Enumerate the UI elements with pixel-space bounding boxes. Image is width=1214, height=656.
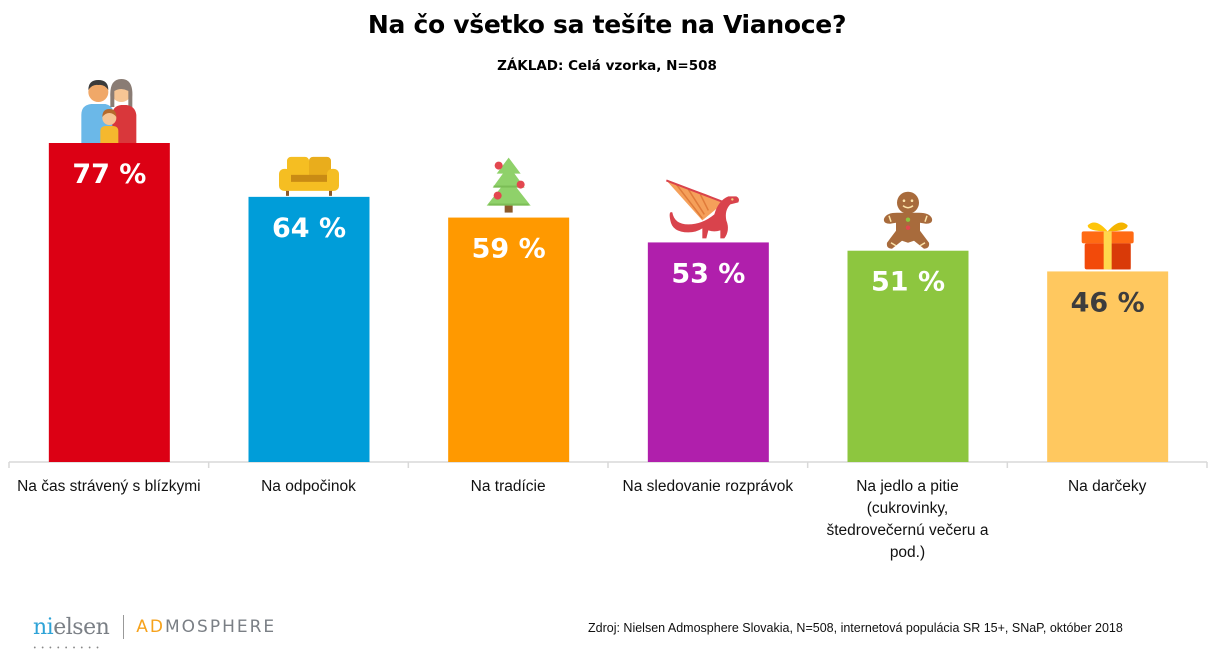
data-label: 64 %: [272, 213, 346, 244]
admosphere-logo-text: MOSPHERE: [165, 617, 277, 637]
gingerbread-man-icon: [883, 191, 933, 249]
category-label-line: Na darčeky: [1067, 478, 1147, 495]
nielsen-logo-text: elsen: [53, 614, 110, 640]
data-label: 59 %: [472, 234, 546, 265]
christmas-tree-icon: [486, 157, 531, 213]
category-label: Na sledovanie rozprávok: [608, 476, 808, 498]
admosphere-logo: ADMOSPHERE: [136, 617, 276, 637]
category-label-line: Na jedlo a pitie: [856, 478, 959, 495]
category-label: Na darčeky: [1007, 476, 1207, 498]
bar: [847, 250, 969, 462]
dragon-icon: [665, 179, 739, 239]
logo-divider: [123, 615, 125, 639]
category-label: Na jedlo a pitie (cukrovinky, štedrovečern…: [808, 476, 1008, 564]
nielsen-logo-dots: •••••••••: [33, 644, 104, 652]
bar: [647, 242, 769, 462]
nielsen-admosphere-logo: nielsen ••••••••• ADMOSPHERE: [33, 612, 276, 652]
nielsen-logo-accent: ni: [33, 614, 54, 640]
bar-chart: 77 % 64 % 59 %: [8, 79, 1208, 468]
category-label-line: pod.): [889, 544, 926, 561]
data-label: 77 %: [72, 159, 146, 190]
bar: [248, 196, 370, 462]
bar: [48, 143, 170, 462]
data-label: 46 %: [1071, 287, 1145, 318]
category-label-line: (cukrovinky,: [866, 500, 949, 517]
nielsen-logo: nielsen •••••••••: [33, 614, 110, 652]
chart-title: Na čo všetko sa tešíte na Vianoce?: [367, 10, 847, 39]
category-label-line: štedrovečernú večeru a: [826, 522, 989, 539]
bar: [1047, 271, 1169, 462]
category-label: Na odpočinok: [209, 476, 409, 498]
sofa-icon: [279, 156, 339, 196]
family-icon: [81, 79, 137, 143]
category-label-line: Na čas strávený s blízkymi: [17, 478, 201, 495]
category-label: Na tradície: [408, 476, 608, 498]
category-label-line: Na sledovanie rozprávok: [622, 478, 794, 495]
category-label-line: Na tradície: [470, 478, 546, 495]
admosphere-logo-accent: AD: [136, 617, 165, 637]
category-label: Na čas strávený s blízkymi: [9, 476, 209, 498]
gift-icon: [1081, 222, 1134, 270]
chart-subtitle: ZÁKLAD: Celá vzorka, N=508: [497, 58, 717, 74]
data-label: 51 %: [871, 267, 945, 298]
category-label-line: Na odpočinok: [261, 478, 356, 495]
bar: [448, 217, 570, 462]
source-note: Zdroj: Nielsen Admosphere Slovakia, N=50…: [588, 621, 1123, 635]
data-label: 53 %: [671, 258, 745, 289]
